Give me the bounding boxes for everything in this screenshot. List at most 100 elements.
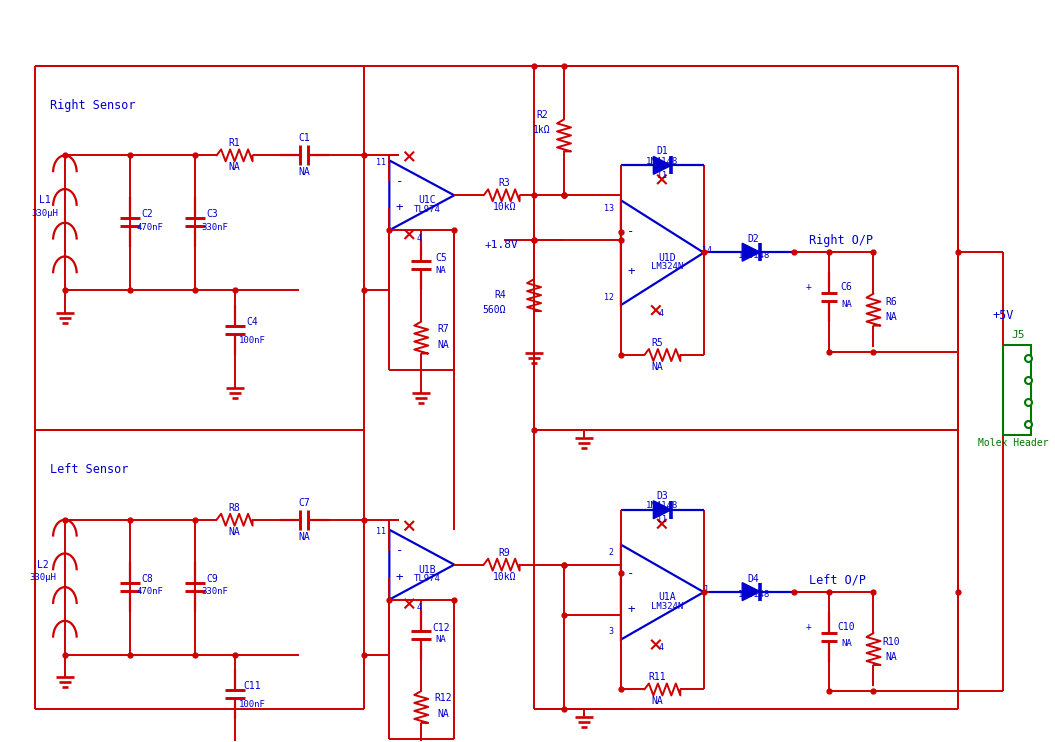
Text: C9: C9 (207, 574, 218, 584)
Text: R2: R2 (536, 111, 548, 120)
Text: NA: NA (841, 300, 852, 309)
Text: -: - (627, 567, 635, 580)
Text: 330μH: 330μH (32, 209, 58, 217)
Text: 3: 3 (609, 627, 613, 636)
Text: 10kΩ: 10kΩ (493, 203, 516, 212)
Text: D4: D4 (748, 574, 760, 584)
Text: 4: 4 (417, 603, 422, 612)
Text: U1D: U1D (658, 253, 676, 263)
Text: 1N4148: 1N4148 (646, 502, 678, 510)
Text: R10: R10 (883, 637, 900, 646)
Text: Right O/P: Right O/P (808, 234, 872, 247)
Text: R7: R7 (438, 324, 449, 334)
Text: 1kΩ: 1kΩ (533, 125, 551, 135)
Text: NA: NA (436, 266, 446, 275)
Text: Left Sensor: Left Sensor (50, 463, 129, 476)
Text: C8: C8 (141, 574, 154, 584)
Text: 330nF: 330nF (202, 223, 228, 232)
Text: 1N4148: 1N4148 (737, 251, 770, 260)
Text: R11: R11 (648, 672, 666, 683)
Text: 1N4148: 1N4148 (646, 157, 678, 166)
Text: D2: D2 (748, 234, 760, 244)
Text: 13: 13 (603, 204, 614, 213)
Text: J5: J5 (1012, 330, 1025, 340)
Text: R4: R4 (495, 290, 506, 300)
Text: 330μH: 330μH (30, 573, 56, 582)
Text: 100nF: 100nF (239, 335, 266, 344)
Polygon shape (743, 582, 761, 600)
Text: 100nF: 100nF (239, 700, 266, 709)
Text: C2: C2 (141, 209, 154, 220)
Text: NA: NA (651, 697, 663, 706)
Text: C3: C3 (207, 209, 218, 220)
Text: NA: NA (438, 340, 449, 350)
Text: NA: NA (299, 532, 310, 542)
Text: R6: R6 (885, 297, 898, 307)
Text: +5V: +5V (993, 309, 1014, 321)
Text: NA: NA (436, 635, 446, 644)
Polygon shape (743, 243, 761, 261)
Text: 11: 11 (377, 158, 386, 167)
Text: -: - (396, 544, 403, 557)
Text: NA: NA (841, 639, 852, 648)
Text: R1: R1 (229, 139, 241, 148)
Text: 4: 4 (658, 643, 664, 652)
Text: D3: D3 (656, 490, 668, 501)
Text: C7: C7 (299, 498, 310, 508)
Text: C11: C11 (244, 681, 262, 692)
Bar (1003, 345, 1031, 435)
Polygon shape (653, 501, 671, 519)
Text: C5: C5 (436, 253, 447, 263)
Text: Left O/P: Left O/P (808, 573, 865, 586)
Text: C1: C1 (299, 134, 310, 143)
Text: NA: NA (438, 709, 449, 720)
Text: 470nF: 470nF (136, 223, 164, 232)
Text: U1A: U1A (658, 592, 676, 602)
Text: R5: R5 (651, 338, 663, 348)
Text: +: + (627, 265, 635, 278)
Text: R9: R9 (498, 548, 510, 558)
Text: C12: C12 (433, 623, 450, 633)
Text: L2: L2 (37, 559, 49, 570)
Text: C4: C4 (247, 317, 258, 327)
Text: 12: 12 (603, 292, 614, 302)
Text: 10kΩ: 10kΩ (493, 571, 516, 582)
Text: Right Sensor: Right Sensor (50, 99, 135, 112)
Text: +: + (396, 571, 403, 584)
Text: NA: NA (651, 362, 663, 372)
Text: TL974: TL974 (414, 205, 440, 214)
Text: +: + (627, 603, 635, 616)
Text: C6: C6 (841, 282, 852, 292)
Text: NA: NA (885, 312, 898, 322)
Text: 4: 4 (658, 309, 664, 318)
Text: 2: 2 (609, 548, 613, 557)
Text: 4: 4 (417, 234, 422, 243)
Text: NA: NA (229, 527, 241, 536)
Text: LM324N: LM324N (651, 602, 684, 611)
Text: 14: 14 (702, 246, 712, 255)
Text: C10: C10 (838, 622, 856, 631)
Text: 330nF: 330nF (202, 587, 228, 596)
Text: +: + (396, 201, 403, 214)
Text: R8: R8 (229, 503, 241, 513)
Text: R12: R12 (435, 694, 452, 703)
Text: +: + (806, 622, 811, 631)
Text: R3: R3 (498, 178, 510, 188)
Text: 560Ω: 560Ω (482, 305, 506, 315)
Text: +: + (806, 282, 811, 292)
Text: NA: NA (885, 651, 898, 662)
Text: LM324N: LM324N (651, 262, 684, 271)
Text: 470nF: 470nF (136, 587, 164, 596)
Text: -: - (627, 226, 635, 238)
Text: +1.8V: +1.8V (484, 240, 518, 250)
Text: U1C: U1C (418, 195, 436, 206)
Polygon shape (653, 157, 671, 174)
Text: 11: 11 (657, 515, 667, 525)
Text: -: - (396, 175, 403, 188)
Text: NA: NA (229, 162, 241, 172)
Text: 11: 11 (657, 171, 667, 180)
Text: 1: 1 (705, 585, 709, 594)
Text: 11: 11 (377, 528, 386, 536)
Text: Molex Header: Molex Header (978, 438, 1049, 448)
Text: L1: L1 (39, 195, 51, 206)
